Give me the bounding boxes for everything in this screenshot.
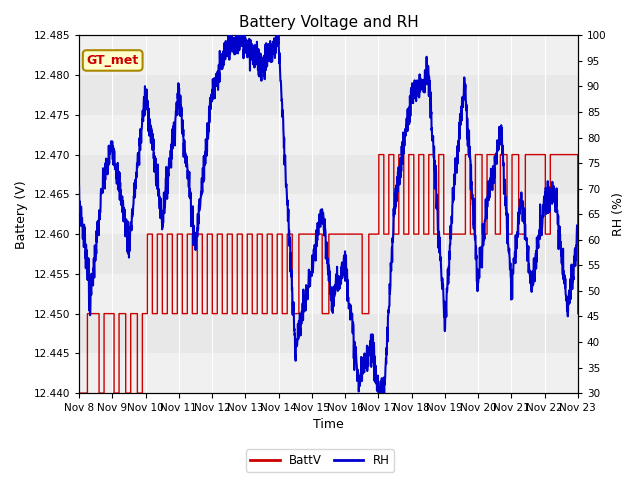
Bar — [79, 353, 578, 393]
Bar — [79, 115, 578, 155]
Bar — [79, 274, 578, 313]
Legend: BattV, RH: BattV, RH — [246, 449, 394, 472]
Text: GT_met: GT_met — [86, 54, 139, 67]
X-axis label: Time: Time — [313, 419, 344, 432]
Y-axis label: Battery (V): Battery (V) — [15, 180, 28, 249]
Title: Battery Voltage and RH: Battery Voltage and RH — [239, 15, 419, 30]
Bar — [79, 36, 578, 75]
Y-axis label: RH (%): RH (%) — [612, 192, 625, 236]
Bar — [79, 194, 578, 234]
